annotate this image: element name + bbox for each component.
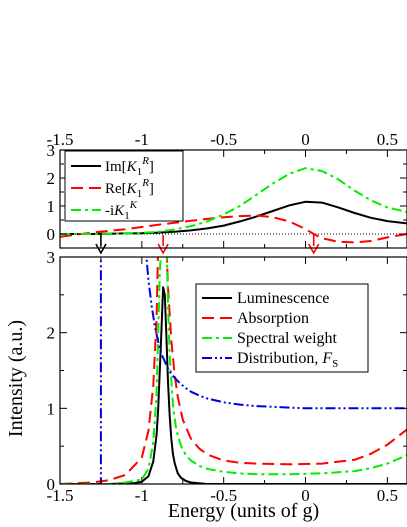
y-tick-labels: 0 1 2 3 xyxy=(47,248,56,494)
legend-label: Im[K1R] xyxy=(105,155,154,178)
x-tick-label: 0.5 xyxy=(377,486,398,505)
legend-label: Re[K1R] xyxy=(105,177,154,200)
bottom-panel: -1.5 -1 -0.5 0 0.5 0 1 2 3 Energy (units of g) Int… xyxy=(5,248,407,522)
x-tick-label: -0.5 xyxy=(210,486,237,505)
x-tick-label: -1 xyxy=(135,486,149,505)
series-line-4 xyxy=(97,257,102,484)
y-tick-label: 2 xyxy=(47,324,56,343)
marker-arrow-2 xyxy=(157,235,169,255)
x-ticks xyxy=(59,256,407,485)
legend-label: Absorption xyxy=(237,310,309,327)
x-tick-labels: -1.5 -1 -0.5 0 0.5 xyxy=(47,130,398,149)
y-tick-labels: 0 1 2 3 xyxy=(47,141,56,244)
y-axis-title: Intensity (a.u.) xyxy=(5,320,27,437)
legend-label: -iK1K xyxy=(105,199,138,222)
series-line-5 xyxy=(145,257,407,410)
legend-label: Luminescence xyxy=(237,290,329,307)
y-tick-label: 1 xyxy=(47,197,56,216)
y-tick-label: 2 xyxy=(47,169,56,188)
series-line-3 xyxy=(60,167,407,235)
top-panel: -1.5 -1 -0.5 0 0.5 0 1 2 3 Im[K1R]Re[K1R]-iK1K xyxy=(47,130,407,255)
legend-label: Distribution, FS xyxy=(237,350,338,370)
x-tick-label: 0.5 xyxy=(377,130,398,149)
legend: Luminescence Absorption Spectral weight Dis… xyxy=(195,283,369,373)
y-tick-label: 0 xyxy=(47,475,56,494)
x-tick-label: -1.5 xyxy=(47,130,74,149)
marker-arrow-3 xyxy=(308,235,320,255)
legend-label: Spectral weight xyxy=(237,330,338,347)
x-tick-labels: -1.5 -1 -0.5 0 0.5 xyxy=(47,486,398,505)
legend-box xyxy=(64,150,184,222)
plot-area xyxy=(60,167,407,244)
x-tick-label: -0.5 xyxy=(210,130,237,149)
y-tick-label: 0 xyxy=(47,225,56,244)
legend: Im[K1R]Re[K1R]-iK1K xyxy=(64,150,184,222)
x-tick-label: -1 xyxy=(135,130,149,149)
series-line-3 xyxy=(60,257,407,484)
plot-frame xyxy=(59,149,407,249)
x-axis-title: Energy (units of g) xyxy=(168,500,319,522)
x-tick-label: -1.5 xyxy=(47,486,74,505)
y-tick-label: 3 xyxy=(47,248,56,267)
y-tick-label: 3 xyxy=(47,141,56,160)
y-tick-label: 1 xyxy=(47,399,56,418)
series-line-2 xyxy=(60,257,407,484)
series-line-2 xyxy=(60,214,407,244)
x-tick-label: 0 xyxy=(301,130,310,149)
x-tick-label: 0 xyxy=(301,486,310,505)
